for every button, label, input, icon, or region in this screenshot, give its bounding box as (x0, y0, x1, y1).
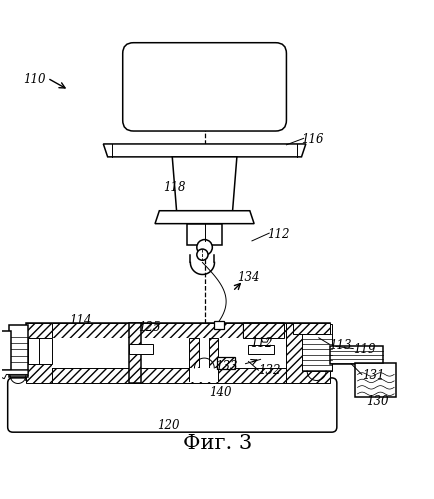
Bar (189, 338, 198, 368)
Bar (243, 323, 284, 338)
Text: 118: 118 (163, 181, 186, 194)
Text: 119: 119 (352, 343, 375, 356)
Bar (355, 363, 395, 397)
Text: 140: 140 (208, 386, 231, 399)
Bar (9, 325, 28, 377)
Bar (52, 323, 286, 338)
Bar (26, 323, 52, 383)
Text: 132: 132 (258, 364, 280, 378)
Bar (52, 368, 286, 383)
Bar (26, 323, 329, 383)
Text: 110: 110 (23, 73, 46, 86)
Text: 125: 125 (138, 321, 160, 334)
Polygon shape (155, 211, 253, 224)
Text: 120: 120 (157, 419, 179, 432)
Text: 114: 114 (69, 314, 91, 327)
Text: 113: 113 (329, 339, 351, 352)
Polygon shape (189, 368, 218, 382)
Circle shape (196, 240, 212, 255)
Text: 112: 112 (266, 228, 289, 241)
Polygon shape (103, 144, 305, 157)
Text: 116: 116 (301, 133, 323, 146)
Bar (301, 324, 331, 371)
Bar (28, 338, 52, 364)
Text: 131: 131 (361, 369, 384, 382)
FancyBboxPatch shape (122, 43, 286, 131)
Bar (292, 323, 329, 333)
Bar (217, 357, 234, 369)
Bar (247, 345, 273, 354)
Text: 134: 134 (237, 271, 259, 284)
Text: 112: 112 (249, 337, 272, 350)
Polygon shape (0, 370, 28, 379)
Bar (0, 331, 11, 370)
Bar (214, 321, 223, 329)
Bar (208, 338, 218, 368)
Bar (129, 323, 141, 383)
Text: 133: 133 (215, 360, 237, 373)
Polygon shape (243, 323, 284, 342)
Bar (329, 346, 382, 364)
Bar (129, 344, 152, 354)
Polygon shape (172, 157, 237, 211)
FancyBboxPatch shape (8, 378, 336, 432)
Bar (187, 224, 221, 245)
Text: 130: 130 (365, 395, 388, 408)
Circle shape (196, 249, 207, 260)
Bar (52, 338, 286, 368)
Bar (286, 323, 329, 383)
Bar (15, 381, 329, 390)
Text: Фиг. 3: Фиг. 3 (182, 434, 252, 453)
